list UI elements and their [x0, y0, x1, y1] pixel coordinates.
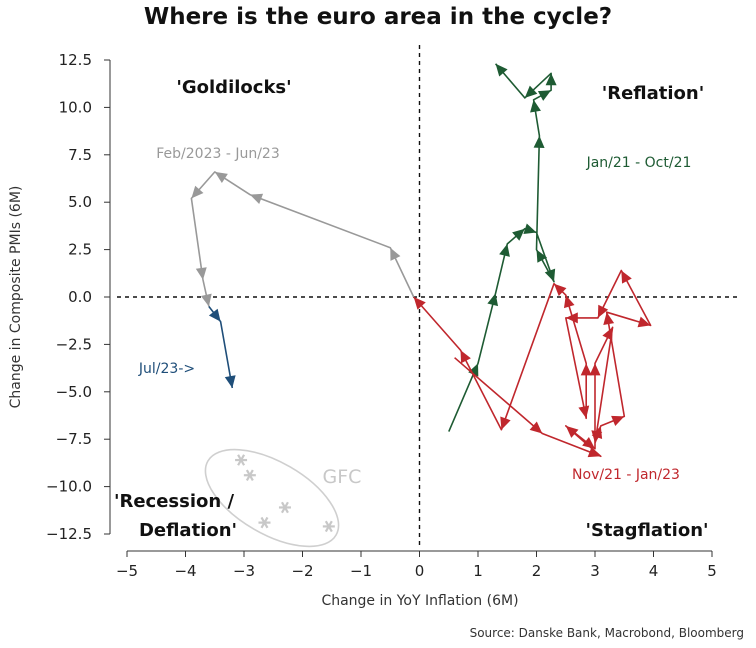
series-arrowhead — [536, 249, 548, 263]
series-line-2 — [190, 171, 415, 307]
gfc-point — [322, 520, 335, 533]
x-tick-label: 4 — [649, 562, 659, 580]
gfc-point — [235, 454, 248, 466]
series-arrowhead — [512, 228, 525, 241]
series-arrowhead — [523, 223, 537, 235]
series-arrowhead — [530, 99, 541, 113]
series-arrowhead — [597, 304, 609, 318]
series-arrowhead — [545, 73, 557, 86]
series-arrowhead — [495, 63, 508, 77]
series-arrowhead — [214, 171, 228, 184]
series-arrowhead — [529, 421, 543, 434]
quadrant-label-bottom-left-2: Deflation' — [139, 520, 237, 541]
series-label-red: Nov/21 - Jan/23 — [572, 467, 680, 483]
series-arrowhead — [191, 185, 204, 199]
series-arrowhead — [621, 270, 632, 284]
series-arrowhead — [591, 425, 603, 440]
y-tick-label: 7.5 — [68, 146, 92, 164]
series-arrowhead — [195, 267, 207, 280]
x-tick-label: −4 — [174, 562, 196, 580]
x-tick-label: 5 — [707, 562, 717, 580]
series-arrowhead — [524, 85, 538, 98]
series-arrowhead — [200, 293, 212, 307]
series-arrowhead — [533, 135, 545, 148]
quadrant-label-bottom-right: 'Stagflation' — [585, 520, 708, 541]
series-arrowhead — [582, 436, 595, 449]
y-tick-label: −2.5 — [56, 335, 92, 353]
x-tick-label: 0 — [415, 562, 425, 580]
series-arrowhead — [499, 243, 510, 257]
series-arrowhead — [468, 363, 479, 377]
series-arrowhead — [611, 415, 625, 427]
x-tick-label: 3 — [590, 562, 600, 580]
y-tick-label: 0.0 — [68, 288, 92, 306]
series-arrowhead — [390, 247, 401, 261]
series-arrowhead — [565, 312, 578, 324]
gfc-label: GFC — [323, 466, 362, 488]
gfc-point — [258, 516, 271, 529]
chart-title: Where is the euro area in the cycle? — [144, 4, 612, 30]
series-arrowhead — [208, 308, 221, 322]
reference-lines — [117, 45, 738, 545]
y-tick-label: 5.0 — [68, 193, 92, 211]
series-arrowhead — [602, 327, 613, 341]
y-axis-label: Change in Composite PMIs (6M) — [8, 186, 24, 409]
series-arrowhead — [554, 283, 567, 297]
series-layer — [190, 63, 652, 533]
y-tick-label: −5.0 — [56, 383, 92, 401]
quadrant-label-top-left: 'Goldilocks' — [176, 77, 291, 98]
x-axis-label: Change in YoY Inflation (6M) — [321, 593, 518, 609]
series-arrowhead — [580, 363, 592, 376]
series-arrowhead — [578, 405, 590, 419]
series-arrowhead — [603, 312, 615, 325]
series-arrowhead — [537, 90, 552, 101]
series-arrowhead — [249, 193, 264, 204]
y-tick-label: 2.5 — [68, 241, 92, 259]
series-label-green: Jan/21 - Oct/21 — [586, 155, 692, 171]
x-tick-label: −1 — [350, 562, 372, 580]
y-tick-label: −10.0 — [46, 478, 92, 496]
series-arrowhead — [460, 350, 471, 364]
series-arrowhead — [487, 293, 499, 307]
gfc-ellipse — [204, 448, 340, 548]
y-tick-label: −12.5 — [46, 525, 92, 543]
gfc-point — [243, 469, 256, 481]
y-tick-label: 12.5 — [59, 51, 92, 69]
x-tick-label: −3 — [233, 562, 255, 580]
series-label-blue: Jul/23-> — [138, 361, 195, 377]
source-note: Source: Danske Bank, Macrobond, Bloomber… — [470, 626, 744, 640]
series-arrowhead — [224, 375, 236, 388]
gfc-point — [278, 501, 291, 514]
quadrant-label-bottom-left-1: 'Recession / — [114, 491, 235, 512]
series-arrowhead — [637, 316, 651, 328]
axes: −5 −4 −3 −2 −1 0 1 2 3 4 5 −12.5 −10.0 −7.5 −5.0 −2.5 0.… — [46, 51, 717, 580]
series-label-grey: Feb/2023 - Jun/23 — [156, 146, 280, 162]
series-arrowhead — [500, 416, 511, 430]
series-arrowhead — [587, 446, 601, 458]
series-arrowhead — [589, 363, 601, 376]
series-arrowhead — [544, 268, 556, 282]
series-line-3 — [208, 306, 234, 389]
series-arrowhead — [413, 297, 426, 310]
y-tick-label: 10.0 — [59, 98, 92, 116]
quadrant-label-top-right: 'Reflation' — [602, 83, 705, 104]
series-arrowhead — [563, 295, 575, 309]
series-line-0 — [448, 63, 555, 432]
x-tick-label: 2 — [532, 562, 542, 580]
x-tick-label: −2 — [291, 562, 313, 580]
x-tick-label: 1 — [473, 562, 483, 580]
x-tick-label: −5 — [116, 562, 138, 580]
series-arrowhead — [565, 425, 579, 438]
y-tick-label: −7.5 — [56, 430, 92, 448]
